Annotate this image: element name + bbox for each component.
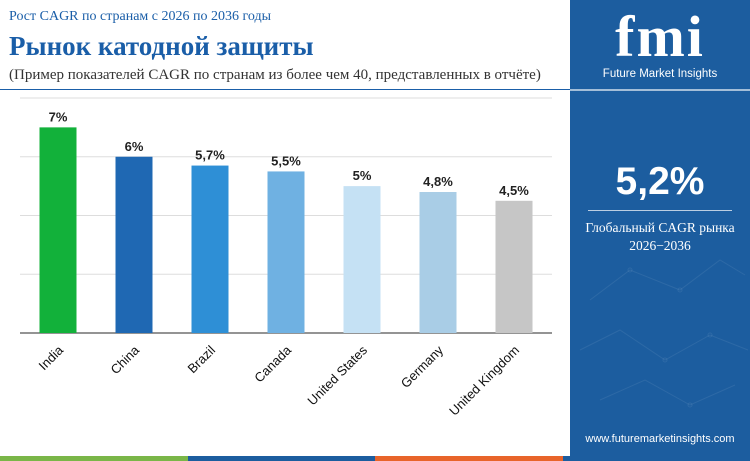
data-labels: 7% 6% 5,7% 5,5% 5% 4,8% 4,5% xyxy=(49,109,530,197)
x-tick-label: Brazil xyxy=(185,342,219,376)
footer-stripe xyxy=(0,456,750,461)
fmi-logo: fmi xyxy=(615,4,705,69)
bar-germany xyxy=(419,192,457,333)
data-label: 5,5% xyxy=(271,153,301,168)
footer-segment xyxy=(562,456,750,461)
bar-united-kingdom xyxy=(495,200,533,333)
global-cagr-value: 5,2% xyxy=(615,160,705,203)
footer-segment xyxy=(375,456,563,461)
sidebar-divider xyxy=(570,89,750,91)
data-label: 5,7% xyxy=(195,148,225,163)
bar-united-states xyxy=(343,186,381,333)
global-cagr-label-line1: Глобальный CAGR рынка xyxy=(585,220,735,235)
bar-series xyxy=(39,127,533,333)
website-url[interactable]: www.futuremarketinsights.com xyxy=(585,433,735,445)
chart-title: Рынок катодной защиты xyxy=(9,31,314,61)
bar-india xyxy=(39,127,77,333)
x-tick-labels: India China Brazil Canada United States Germa… xyxy=(36,342,523,419)
x-tick-label: India xyxy=(36,342,67,373)
data-label: 6% xyxy=(125,139,144,154)
global-cagr-label-line2: 2026−2036 xyxy=(629,238,691,253)
x-tick-label: Canada xyxy=(251,342,294,385)
bar-chart: 7% 6% 5,7% 5,5% 5% 4,8% 4,5% India China Brazil C… xyxy=(20,97,552,419)
footer-segment xyxy=(187,456,375,461)
bar-brazil xyxy=(191,165,229,333)
chart-note: (Пример показателей CAGR по странам из б… xyxy=(9,67,541,83)
brand-name: Future Market Insights xyxy=(602,68,718,80)
x-tick-label: China xyxy=(107,342,142,377)
brand-sidebar: fmi Future Market Insights 5,2% Глобальн… xyxy=(570,0,750,461)
x-tick-label: United States xyxy=(304,342,370,408)
chart-subtitle: Рост CAGR по странам с 2026 по 2036 годы xyxy=(9,9,272,24)
footer-segment xyxy=(0,456,188,461)
data-label: 4,8% xyxy=(423,174,453,189)
data-label: 4,5% xyxy=(499,183,529,198)
data-label: 5% xyxy=(353,168,372,183)
data-label: 7% xyxy=(49,109,68,124)
bar-canada xyxy=(267,171,305,333)
global-cagr-label: Глобальный CAGR рынка 2026−2036 xyxy=(570,219,750,255)
kpi-divider xyxy=(588,210,732,211)
background-pattern xyxy=(579,259,749,408)
x-tick-label: United Kingdom xyxy=(446,343,522,419)
bar-china xyxy=(115,156,153,333)
header-divider xyxy=(0,89,570,90)
x-tick-label: Germany xyxy=(398,342,447,391)
